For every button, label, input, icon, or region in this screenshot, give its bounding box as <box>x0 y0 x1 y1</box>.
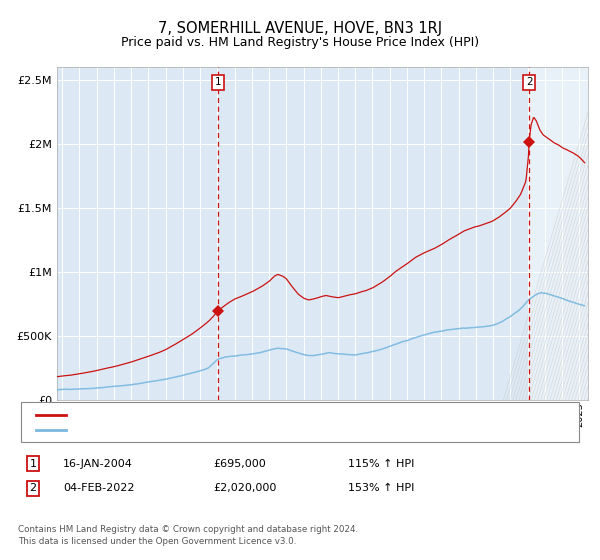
Text: 1: 1 <box>29 459 37 469</box>
Bar <box>529 67 588 400</box>
Text: 04-FEB-2022: 04-FEB-2022 <box>63 483 134 493</box>
Text: 2: 2 <box>526 77 533 87</box>
Text: 2: 2 <box>29 483 37 493</box>
Text: Price paid vs. HM Land Registry's House Price Index (HPI): Price paid vs. HM Land Registry's House … <box>121 36 479 49</box>
Text: £695,000: £695,000 <box>213 459 266 469</box>
Text: HPI: Average price, detached house, Brighton and Hove: HPI: Average price, detached house, Brig… <box>69 425 374 435</box>
Text: 153% ↑ HPI: 153% ↑ HPI <box>348 483 415 493</box>
Text: £2,020,000: £2,020,000 <box>213 483 277 493</box>
Text: This data is licensed under the Open Government Licence v3.0.: This data is licensed under the Open Gov… <box>18 537 296 546</box>
Text: 16-JAN-2004: 16-JAN-2004 <box>63 459 133 469</box>
Text: 7, SOMERHILL AVENUE, HOVE, BN3 1RJ (detached house): 7, SOMERHILL AVENUE, HOVE, BN3 1RJ (deta… <box>69 409 382 419</box>
Text: Contains HM Land Registry data © Crown copyright and database right 2024.: Contains HM Land Registry data © Crown c… <box>18 525 358 534</box>
Text: 115% ↑ HPI: 115% ↑ HPI <box>348 459 415 469</box>
Text: 1: 1 <box>215 77 221 87</box>
Text: 7, SOMERHILL AVENUE, HOVE, BN3 1RJ: 7, SOMERHILL AVENUE, HOVE, BN3 1RJ <box>158 21 442 36</box>
